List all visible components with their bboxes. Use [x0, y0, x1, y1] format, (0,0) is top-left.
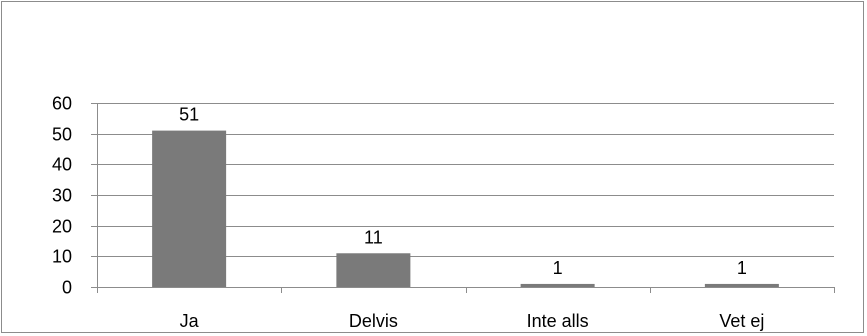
x-tick-label-1: Ja [180, 311, 200, 331]
axes [91, 103, 835, 293]
bars [152, 130, 779, 287]
bar-1 [152, 130, 227, 287]
data-label-3: 1 [553, 258, 563, 278]
y-tick-label-50: 50 [52, 125, 72, 145]
x-tick-label-3: Inte alls [527, 311, 589, 331]
bar-2 [336, 253, 411, 287]
y-axis-tick-labels: 0 10 20 30 40 50 60 [52, 94, 72, 298]
y-tick-label-60: 60 [52, 94, 72, 114]
x-tick-label-4: Vet ej [719, 311, 764, 331]
x-tick-label-2: Delvis [349, 311, 398, 331]
y-tick-label-10: 10 [52, 247, 72, 267]
x-axis-category-labels: Ja Delvis Inte alls Vet ej [180, 311, 765, 331]
y-tick-label-20: 20 [52, 217, 72, 237]
y-tick-label-30: 30 [52, 186, 72, 206]
data-label-1: 51 [179, 105, 199, 125]
bar-4 [704, 283, 779, 287]
y-tick-label-40: 40 [52, 155, 72, 175]
bar-3 [520, 283, 595, 287]
data-label-4: 1 [737, 258, 747, 278]
y-tick-label-0: 0 [62, 278, 72, 298]
data-label-2: 11 [364, 227, 383, 247]
